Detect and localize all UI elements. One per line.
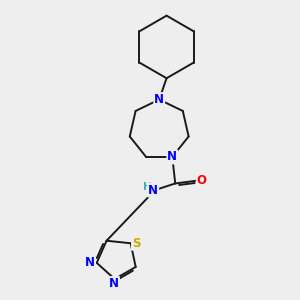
- Text: N: N: [167, 150, 177, 164]
- Text: H: H: [142, 182, 151, 192]
- Text: N: N: [109, 277, 119, 290]
- Text: O: O: [197, 174, 207, 187]
- Text: S: S: [132, 237, 140, 250]
- Text: N: N: [85, 256, 95, 268]
- Text: N: N: [154, 93, 164, 106]
- Text: N: N: [148, 184, 158, 196]
